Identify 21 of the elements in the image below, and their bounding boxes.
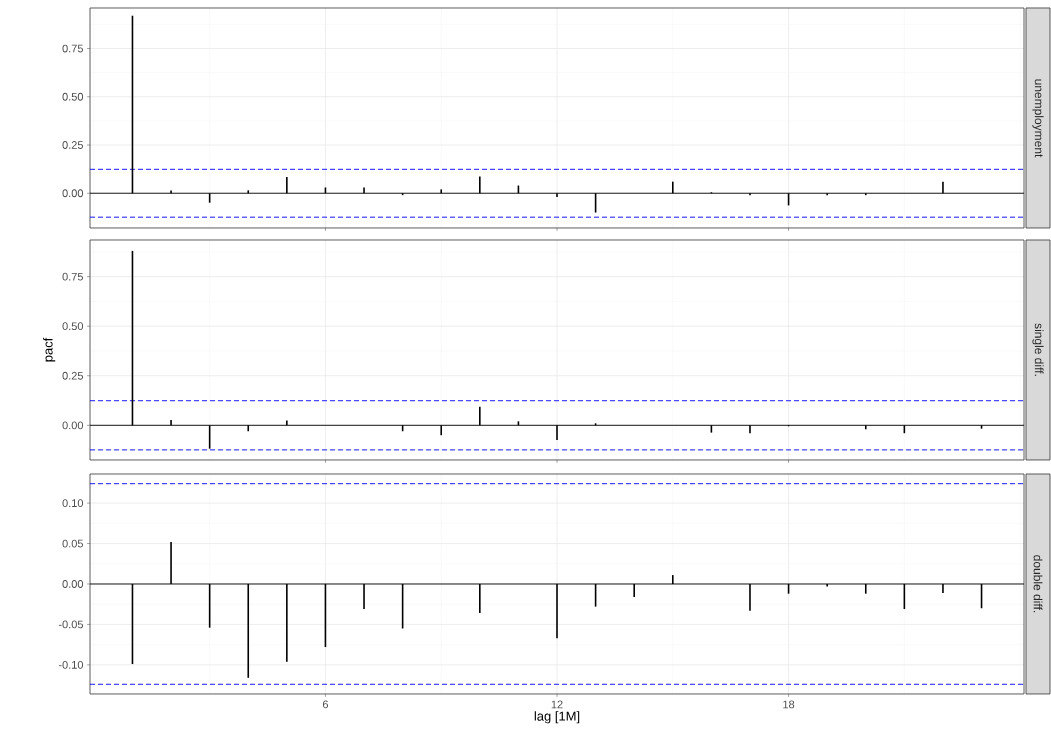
y-tick-label: 0.00 [62, 189, 84, 198]
y-tick-label: 0.75 [62, 272, 83, 281]
y-tick-label: 0.25 [62, 141, 83, 149]
text: double diff. [1033, 555, 1043, 613]
x-tick-label: 12 [551, 700, 563, 709]
y-tick-label: 0.05 [62, 539, 83, 548]
y-tick-label: 0.50 [62, 322, 84, 331]
x-tick-label: 6 [322, 700, 329, 709]
y-tick-label: 0.25 [62, 371, 83, 380]
y-tick-label: 0.10 [62, 499, 84, 507]
y-tick-label: 0.50 [62, 92, 84, 101]
text: unemployment [1032, 79, 1044, 158]
y-tick-label: 0.00 [62, 580, 84, 588]
y-tick-label: 0.75 [62, 44, 83, 53]
y-tick-label: 0.00 [62, 421, 84, 430]
y-axis-title: pacf [43, 337, 56, 362]
text: single diff. [1032, 323, 1044, 376]
y-tick-label: -0.10 [58, 660, 84, 669]
x-axis-title: lag [1M] [534, 711, 580, 724]
x-tick-label: 18 [783, 700, 795, 709]
y-tick-label: -0.05 [58, 620, 83, 629]
